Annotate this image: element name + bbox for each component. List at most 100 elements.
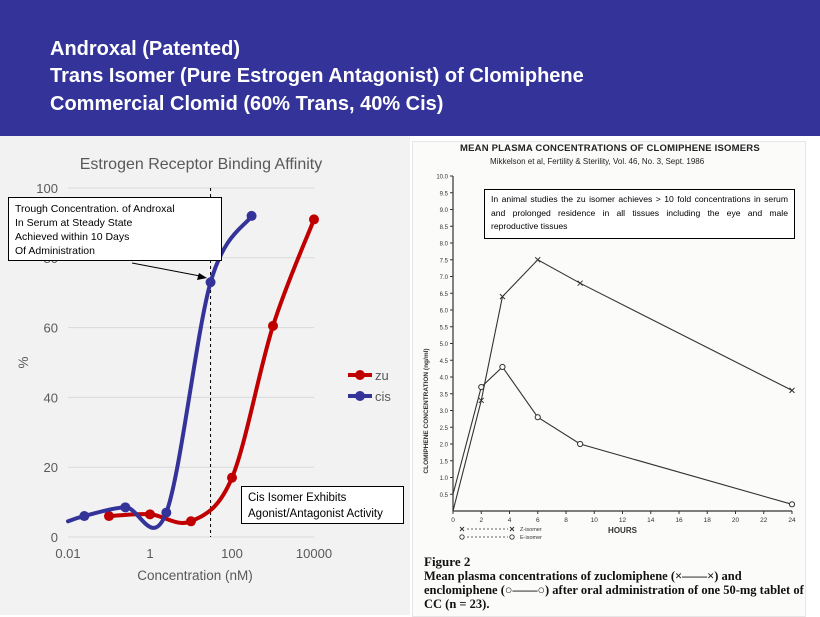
x-tick-label: 24 <box>788 517 796 524</box>
x-tick-label: 14 <box>647 517 655 524</box>
x-tick-label: 0.01 <box>55 546 80 561</box>
y-tick-label: 9.0 <box>440 208 449 214</box>
data-point-z-isomer <box>577 280 583 287</box>
y-tick-label: 0 <box>51 530 58 545</box>
y-tick-label: 6.0 <box>440 309 449 315</box>
y-tick-label: 7.5 <box>440 258 449 264</box>
data-point-z-isomer <box>499 293 506 300</box>
series-line-e-isomer <box>452 366 793 505</box>
y-tick-label: 4.0 <box>440 376 449 382</box>
x-tick-label: 10 <box>591 517 599 524</box>
data-point-e-isomer <box>788 501 796 508</box>
data-point-cis <box>79 511 90 522</box>
data-point-z-isomer <box>789 387 795 394</box>
y-tick-label: 4.5 <box>440 359 449 365</box>
y-tick-label: 10.0 <box>436 175 448 181</box>
data-point-zu <box>104 511 114 522</box>
y-tick-label: 6.5 <box>440 292 449 298</box>
legend-marker-cis <box>355 391 365 401</box>
x-tick-label: 18 <box>704 517 712 524</box>
legend-label-e-isomer: E-isomer <box>520 535 542 541</box>
data-point-z-isomer <box>534 256 541 263</box>
y-tick-label: 3.5 <box>440 392 449 398</box>
data-point-e-isomer <box>534 414 541 421</box>
figure-label: Figure 2 <box>424 554 471 569</box>
x-axis-label: HOURS <box>608 526 638 535</box>
y-tick-label: 5.0 <box>440 342 449 348</box>
x-axis-label: Concentration (nM) <box>137 568 253 583</box>
x-tick-label: 10000 <box>296 546 332 561</box>
trough-callout-line-4: Of Administration <box>15 245 95 257</box>
data-point-zu <box>145 509 155 520</box>
y-tick-label: 20 <box>44 460 58 475</box>
trough-concentration-callout: Trough Concentration. of Androxal In Ser… <box>8 197 222 261</box>
slide-title-line-3: Commercial Clomid (60% Trans, 40% Cis) <box>50 93 444 115</box>
data-point-e-isomer <box>577 440 584 448</box>
legend-marker-x-right <box>509 526 515 532</box>
data-point-zu <box>186 516 196 527</box>
y-axis-label: CLOMIPHENE CONCENTRATION (ng/ml) <box>423 348 430 473</box>
data-point-cis <box>161 507 172 518</box>
x-tick-label: 6 <box>536 517 540 524</box>
y-tick-label: 2.0 <box>440 443 449 449</box>
trough-callout-line-3: Achieved within 10 Days <box>15 231 130 243</box>
y-tick-label: 5.5 <box>440 325 449 331</box>
scan-figure-title: MEAN PLASMA CONCENTRATIONS OF CLOMIPHENE… <box>460 143 760 154</box>
chart-title: Estrogen Receptor Binding Affinity <box>80 156 323 173</box>
y-tick-label: 60 <box>44 321 58 336</box>
trough-callout-line-1: Trough Concentration. of Androxal <box>15 203 175 215</box>
animal-study-callout: In animal studies the zu isomer achieves… <box>484 189 795 239</box>
series-line-cis <box>66 213 254 530</box>
data-point-zu <box>309 214 319 225</box>
y-tick-label: 8.0 <box>440 242 449 248</box>
x-tick-label: 16 <box>675 517 683 524</box>
scan-citation: Mikkelson et al, Fertility & Sterility, … <box>490 157 705 166</box>
figure-caption: Mean plasma concentrations of zuclomiphe… <box>424 569 804 611</box>
data-point-cis <box>246 210 257 221</box>
legend-label-cis: cis <box>375 389 391 404</box>
y-tick-label: 9.5 <box>440 191 449 197</box>
x-tick-label: 20 <box>732 517 740 524</box>
x-tick-label: 2 <box>479 517 483 524</box>
data-point-zu <box>268 320 278 331</box>
plasma-concentration-chart: 0.5 1.0 1.5 2.0 2.5 3.0 3.5 4.0 4.5 5.0 5.5 6.0 6.5 7… <box>423 175 796 542</box>
x-tick-label: 0 <box>451 517 455 524</box>
y-tick-label: 100 <box>36 181 58 196</box>
legend-marker-o-right <box>509 534 515 540</box>
trough-callout-line-2: In Serum at Steady State <box>15 217 133 229</box>
data-point-cis <box>120 502 131 513</box>
x-tick-label: 12 <box>619 517 627 524</box>
title-banner: Androxal (Patented) Trans Isomer (Pure E… <box>0 0 820 136</box>
slide-title-line-2: Trans Isomer (Pure Estrogen Antagonist) … <box>50 65 584 87</box>
cis-isomer-callout: Cis Isomer Exhibits Agonist/Antagonist A… <box>241 486 404 524</box>
legend-marker-zu <box>355 370 365 380</box>
y-tick-label: 2.5 <box>440 426 449 432</box>
callout-arrow-shaft <box>131 262 201 277</box>
x-tick-label: 8 <box>564 517 568 524</box>
x-tick-label: 100 <box>221 546 243 561</box>
x-tick-label: 4 <box>508 517 512 524</box>
y-tick-label: 1.0 <box>440 476 449 482</box>
data-point-zu <box>227 472 237 483</box>
y-axis-label: % <box>16 356 31 368</box>
y-tick-label: 7.0 <box>440 275 449 281</box>
data-point-z-isomer <box>478 397 485 404</box>
data-point-cis <box>205 277 216 288</box>
legend-label-z-isomer: Z-isomer <box>520 527 542 533</box>
slide-title-line-1: Androxal (Patented) <box>50 38 241 60</box>
y-tick-label: 0.5 <box>440 493 449 499</box>
y-tick-label: 3.0 <box>440 409 449 415</box>
y-tick-label: 8.5 <box>440 225 449 231</box>
legend-marker-x-left <box>459 526 465 532</box>
data-point-e-isomer <box>478 383 485 391</box>
legend-label-zu: zu <box>375 368 389 383</box>
legend-marker-o-left <box>459 534 465 540</box>
series-line-z-isomer <box>452 259 793 512</box>
cis-callout-line-1: Cis Isomer Exhibits <box>248 492 347 504</box>
cis-callout-line-2: Agonist/Antagonist Activity <box>248 508 383 520</box>
x-tick-label: 1 <box>146 546 153 561</box>
x-tick-label: 22 <box>760 517 768 524</box>
y-tick-label: 40 <box>44 390 58 405</box>
callout-arrow-head <box>197 273 207 280</box>
data-point-e-isomer <box>499 363 506 371</box>
